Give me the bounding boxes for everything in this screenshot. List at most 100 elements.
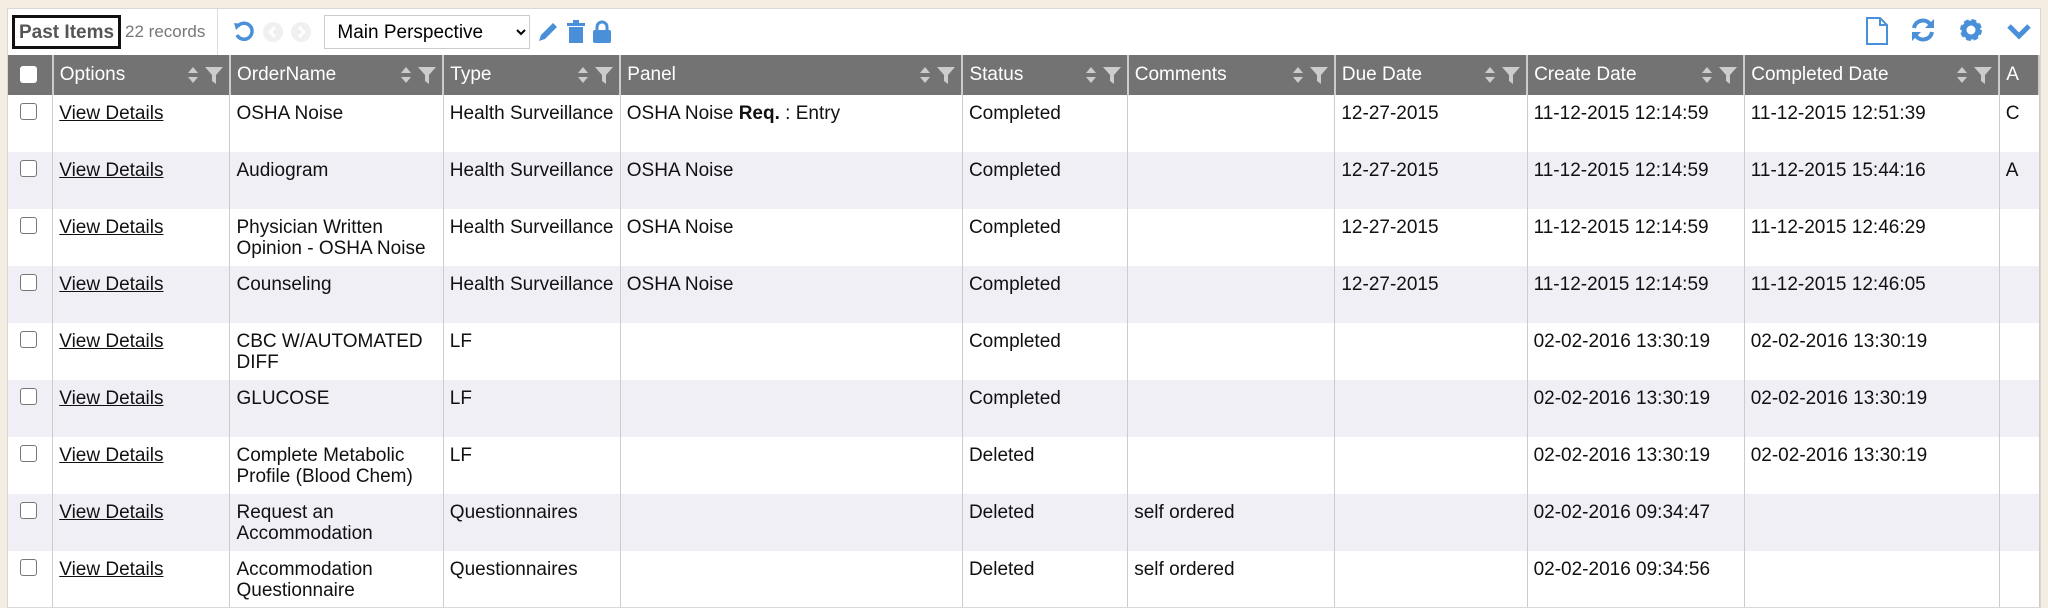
row-checkbox[interactable] bbox=[20, 274, 37, 291]
created-cell: 11-12-2015 12:14:59 bbox=[1527, 209, 1745, 266]
column-header-options[interactable]: Options bbox=[52, 55, 231, 95]
due-cell: 12-27-2015 bbox=[1334, 95, 1528, 152]
column-header-panel[interactable]: Panel bbox=[620, 55, 964, 95]
table-row[interactable]: View Details Physician Written Opinion - … bbox=[8, 209, 2040, 266]
column-header-a[interactable]: A bbox=[1999, 55, 2040, 95]
lock-icon[interactable] bbox=[592, 20, 612, 44]
sort-icon[interactable] bbox=[577, 66, 589, 90]
sort-icon[interactable] bbox=[187, 66, 199, 90]
view-details-link[interactable]: View Details bbox=[59, 388, 164, 409]
sort-icon[interactable] bbox=[919, 66, 931, 90]
trash-icon[interactable] bbox=[566, 20, 586, 44]
options-cell: View Details bbox=[52, 266, 231, 323]
filter-icon[interactable] bbox=[1502, 66, 1521, 90]
due-cell bbox=[1334, 551, 1528, 607]
order-cell: CBC W/AUTOMATED DIFF bbox=[229, 323, 444, 380]
table-row[interactable]: View Details GLUCOSE LF Completed 02-02-2016… bbox=[8, 380, 2040, 437]
column-header-type[interactable]: Type bbox=[443, 55, 622, 95]
row-checkbox[interactable] bbox=[20, 103, 37, 120]
row-checkbox[interactable] bbox=[20, 445, 37, 462]
column-header-ordername[interactable]: OrderName bbox=[229, 55, 445, 95]
column-header-label: Panel bbox=[627, 64, 676, 85]
previous-icon[interactable] bbox=[262, 21, 284, 43]
table-row[interactable]: View Details Counseling Health Surveillanc… bbox=[8, 266, 2040, 323]
view-details-link[interactable]: View Details bbox=[59, 274, 164, 295]
options-cell: View Details bbox=[52, 209, 231, 266]
sort-icon[interactable] bbox=[1701, 66, 1713, 90]
sort-icon[interactable] bbox=[1085, 66, 1097, 90]
collapse-chevron-icon[interactable] bbox=[2006, 17, 2032, 50]
panel-cell bbox=[620, 494, 963, 551]
row-checkbox[interactable] bbox=[20, 217, 37, 234]
row-checkbox[interactable] bbox=[20, 559, 37, 576]
undo-icon[interactable] bbox=[232, 20, 256, 44]
past-items-table: Options OrderName Type Panel Status Comments D… bbox=[8, 55, 2040, 607]
options-cell: View Details bbox=[52, 551, 231, 607]
new-document-icon[interactable] bbox=[1866, 17, 1888, 50]
status-cell: Completed bbox=[962, 209, 1129, 266]
sort-icon[interactable] bbox=[1484, 66, 1496, 90]
view-details-link[interactable]: View Details bbox=[59, 331, 164, 352]
filter-icon[interactable] bbox=[1102, 66, 1121, 90]
row-checkbox[interactable] bbox=[20, 502, 37, 519]
completed-cell bbox=[1744, 494, 2000, 551]
column-header-create-date[interactable]: Create Date bbox=[1527, 55, 1746, 95]
column-header-status[interactable]: Status bbox=[962, 55, 1129, 95]
column-controls bbox=[1701, 66, 1738, 90]
order-cell: GLUCOSE bbox=[229, 380, 444, 437]
sort-icon[interactable] bbox=[1956, 66, 1968, 90]
row-checkbox[interactable] bbox=[20, 331, 37, 348]
past-items-panel: Past Items 22 records Main Perspective O… bbox=[7, 8, 2041, 608]
filter-icon[interactable] bbox=[418, 66, 437, 90]
order-cell: Counseling bbox=[229, 266, 444, 323]
table-row[interactable]: View Details Accommodation Questionnaire Q… bbox=[8, 551, 2040, 607]
completed-cell: 11-12-2015 12:51:39 bbox=[1744, 95, 2000, 152]
view-details-link[interactable]: View Details bbox=[59, 445, 164, 466]
type-cell: Questionnaires bbox=[443, 551, 621, 607]
view-details-link[interactable]: View Details bbox=[59, 502, 164, 523]
view-details-link[interactable]: View Details bbox=[59, 160, 164, 181]
view-details-link[interactable]: View Details bbox=[59, 217, 164, 238]
column-header-label: Due Date bbox=[1341, 64, 1423, 85]
row-checkbox[interactable] bbox=[20, 388, 37, 405]
table-row[interactable]: View Details CBC W/AUTOMATED DIFF LF Comple… bbox=[8, 323, 2040, 380]
perspective-select[interactable]: Main Perspective bbox=[324, 15, 531, 49]
sort-icon[interactable] bbox=[1292, 66, 1304, 90]
table-row[interactable]: View Details Request an Accommodation Ques… bbox=[8, 494, 2040, 551]
toolbar: Past Items 22 records Main Perspective bbox=[8, 9, 2040, 55]
refresh-icon[interactable] bbox=[1910, 17, 1936, 50]
filter-icon[interactable] bbox=[204, 66, 223, 90]
due-cell bbox=[1334, 323, 1528, 380]
table-row[interactable]: View Details OSHA Noise Health Surveillanc… bbox=[8, 95, 2040, 152]
filter-icon[interactable] bbox=[1974, 66, 1993, 90]
comments-cell bbox=[1127, 95, 1336, 152]
edit-pencil-icon[interactable] bbox=[536, 20, 560, 44]
next-icon[interactable] bbox=[290, 21, 312, 43]
column-header-label: A bbox=[2006, 64, 2019, 85]
panel-cell: OSHA Noise Req. : Entry bbox=[620, 95, 963, 152]
sort-icon[interactable] bbox=[400, 66, 412, 90]
view-details-link[interactable]: View Details bbox=[59, 103, 164, 124]
select-all-checkbox[interactable] bbox=[20, 65, 37, 83]
view-details-link[interactable]: View Details bbox=[59, 559, 164, 580]
completed-cell: 11-12-2015 12:46:29 bbox=[1744, 209, 2000, 266]
column-header-completed-date[interactable]: Completed Date bbox=[1744, 55, 2001, 95]
filter-icon[interactable] bbox=[595, 66, 614, 90]
extra-cell bbox=[1999, 266, 2040, 323]
column-controls bbox=[1956, 66, 1993, 90]
completed-cell: 02-02-2016 13:30:19 bbox=[1744, 437, 2000, 494]
column-header-due-date[interactable]: Due Date bbox=[1334, 55, 1529, 95]
column-header-label: Completed Date bbox=[1751, 64, 1889, 85]
row-checkbox[interactable] bbox=[20, 160, 37, 177]
column-header-comments[interactable]: Comments bbox=[1127, 55, 1336, 95]
filter-icon[interactable] bbox=[1719, 66, 1738, 90]
table-row[interactable]: View Details Audiogram Health Surveillance… bbox=[8, 152, 2040, 209]
options-cell: View Details bbox=[52, 380, 231, 437]
filter-icon[interactable] bbox=[937, 66, 956, 90]
filter-icon[interactable] bbox=[1309, 66, 1328, 90]
table-row[interactable]: View Details Complete Metabolic Profile (… bbox=[8, 437, 2040, 494]
completed-cell: 02-02-2016 13:30:19 bbox=[1744, 323, 2000, 380]
completed-cell: 11-12-2015 15:44:16 bbox=[1744, 152, 2000, 209]
settings-gear-icon[interactable] bbox=[1958, 17, 1984, 50]
extra-cell bbox=[1999, 437, 2040, 494]
